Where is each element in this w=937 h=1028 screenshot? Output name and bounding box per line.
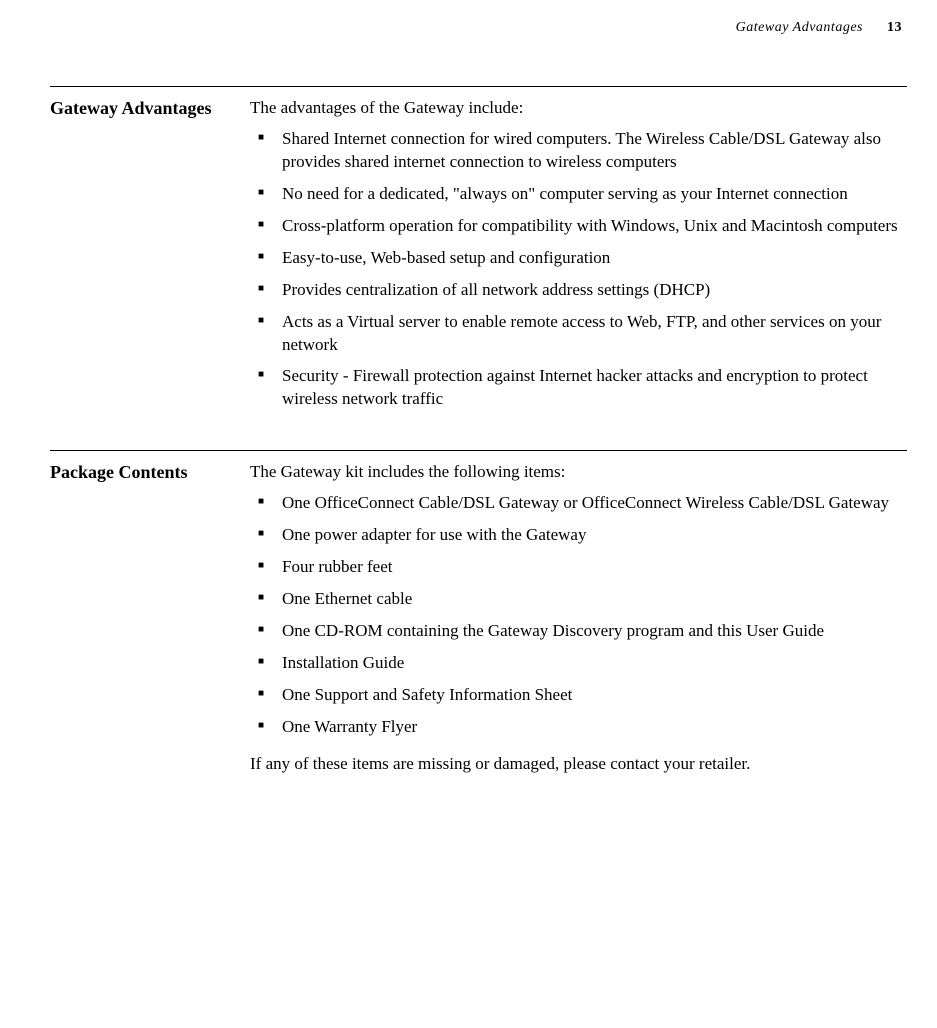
- list-item: One CD-ROM containing the Gateway Discov…: [250, 620, 907, 643]
- list-item: One Ethernet cable: [250, 588, 907, 611]
- section-outro: If any of these items are missing or dam…: [250, 753, 907, 776]
- list-item: Easy-to-use, Web-based setup and configu…: [250, 247, 907, 270]
- section-body: The advantages of the Gateway include: S…: [250, 97, 907, 420]
- list-item: One Warranty Flyer: [250, 716, 907, 739]
- list-item: One OfficeConnect Cable/DSL Gateway or O…: [250, 492, 907, 515]
- section-intro: The advantages of the Gateway include:: [250, 97, 907, 120]
- list-item: Provides centralization of all network a…: [250, 279, 907, 302]
- list-item: One Support and Safety Information Sheet: [250, 684, 907, 707]
- section-intro: The Gateway kit includes the following i…: [250, 461, 907, 484]
- list-item: Four rubber feet: [250, 556, 907, 579]
- list-item: Security - Firewall protection against I…: [250, 365, 907, 411]
- list-item: No need for a dedicated, "always on" com…: [250, 183, 907, 206]
- list-item: Installation Guide: [250, 652, 907, 675]
- list-item: One power adapter for use with the Gatew…: [250, 524, 907, 547]
- running-title: Gateway Advantages: [736, 20, 863, 35]
- list-item: Cross-platform operation for compatibili…: [250, 215, 907, 238]
- list-item: Shared Internet connection for wired com…: [250, 128, 907, 174]
- section-gateway-advantages: Gateway Advantages The advantages of the…: [50, 86, 907, 420]
- bullet-list: Shared Internet connection for wired com…: [250, 128, 907, 411]
- section-heading: Package Contents: [50, 461, 250, 775]
- bullet-list: One OfficeConnect Cable/DSL Gateway or O…: [250, 492, 907, 739]
- section-heading: Gateway Advantages: [50, 97, 250, 420]
- list-item: Acts as a Virtual server to enable remot…: [250, 311, 907, 357]
- page-number: 13: [887, 20, 902, 35]
- section-body: The Gateway kit includes the following i…: [250, 461, 907, 775]
- page-header: Gateway Advantages 13: [50, 20, 907, 36]
- section-package-contents: Package Contents The Gateway kit include…: [50, 450, 907, 775]
